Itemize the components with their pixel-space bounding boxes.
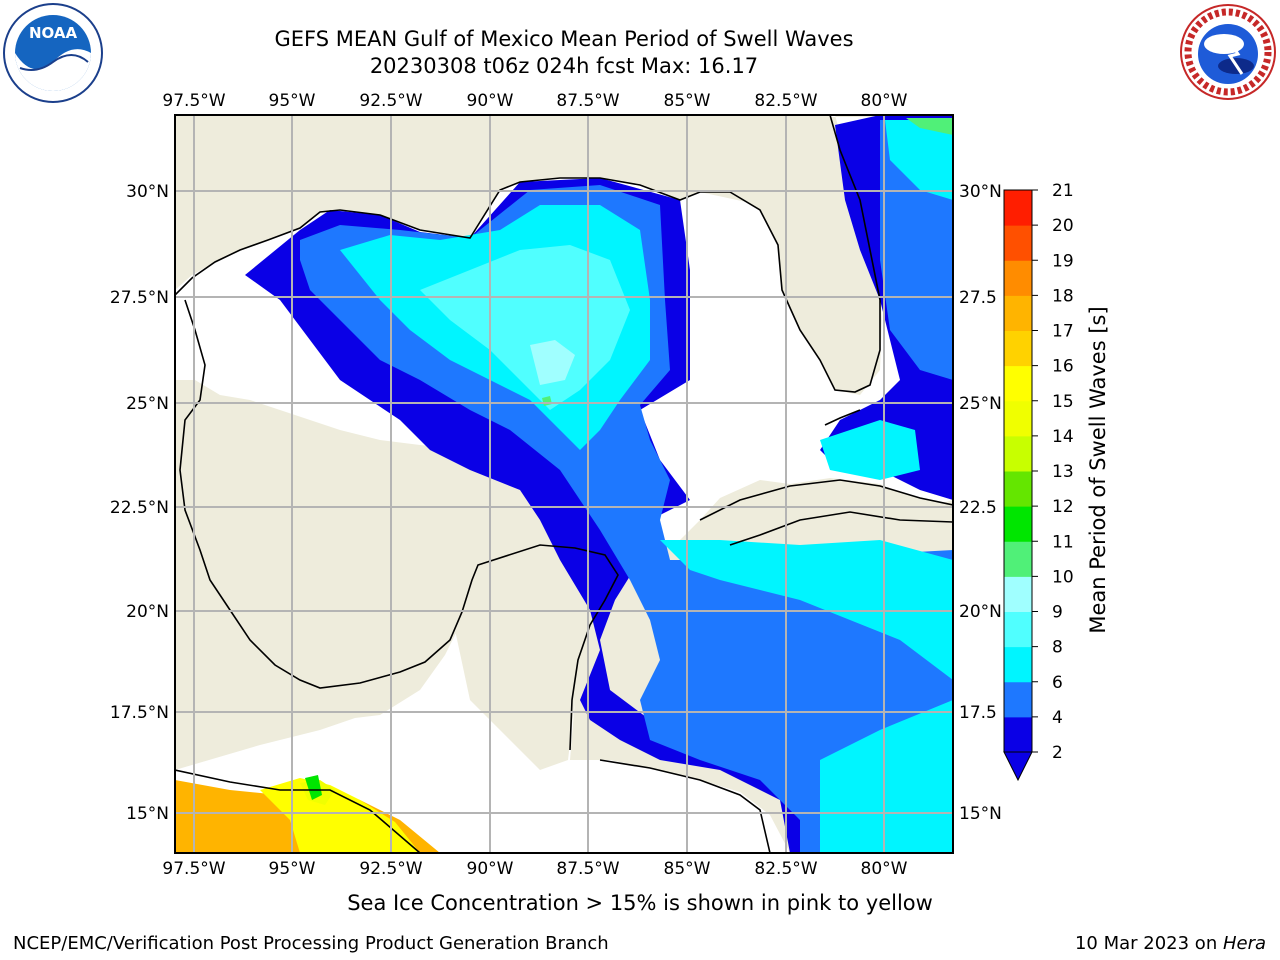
colorbar-segment [1004, 716, 1032, 753]
lat-tick-label: 20°N [126, 602, 169, 622]
map-frame [174, 114, 954, 854]
lon-tick-label: 95°W [269, 859, 316, 879]
colorbar-tick-label: 18 [1052, 286, 1074, 306]
colorbar-tick-label: 2 [1052, 743, 1063, 763]
lat-tick-label: 27.5°N [110, 288, 169, 308]
colorbar-segment [1004, 611, 1032, 648]
sea-ice-note: Sea Ice Concentration > 15% is shown in … [347, 891, 933, 915]
sea-ice-region [175, 775, 440, 853]
nws-logo [1180, 4, 1276, 100]
colorbar-extend-arrow [1003, 751, 1033, 782]
lon-tick-label: 95°W [269, 91, 316, 111]
coastlines [175, 115, 953, 853]
lat-tick-label: 20°N [959, 602, 1002, 622]
lon-tick-label: 80°W [861, 91, 908, 111]
map-subtitle: 20230308 t06z 024h fcst Max: 16.17 [369, 54, 759, 78]
colorbar-tick-label: 17 [1052, 322, 1074, 342]
lon-tick-label: 97.5°W [162, 91, 225, 111]
lat-tick-label: 17.5°N [110, 703, 169, 723]
lon-tick-label: 82.5°W [754, 91, 817, 111]
lon-tick-label: 85°W [664, 91, 711, 111]
colorbar-segment [1004, 365, 1032, 402]
colorbar: 2 4 6 8 9 10 11 12 13 14 15 16 17 18 19 20 21 [1003, 181, 1074, 782]
colorbar-label: Mean Period of Swell Waves [s] [1086, 306, 1110, 633]
footer-host: Hera [1222, 933, 1266, 954]
lat-ticks-right: 30°N 27.5 25°N 22.5 20°N 17.5 15°N [959, 182, 1002, 824]
lat-tick-label: 15°N [959, 804, 1002, 824]
colorbar-tick-label: 10 [1052, 567, 1074, 587]
lat-tick-label: 15°N [126, 804, 169, 824]
colorbar-tick-label: 9 [1052, 603, 1063, 623]
colorbar-segment [1004, 295, 1032, 331]
lon-tick-label: 90°W [467, 91, 514, 111]
colorbar-segment [1004, 506, 1032, 542]
colorbar-segment [1004, 541, 1032, 577]
noaa-logo: NOAA [3, 3, 103, 103]
lon-tick-label: 92.5°W [359, 859, 422, 879]
lon-tick-label: 87.5°W [556, 859, 619, 879]
map-area [175, 115, 953, 853]
colorbar-segment [1004, 190, 1032, 226]
yucatan-peninsula [455, 545, 615, 770]
colorbar-tick-label: 8 [1052, 638, 1063, 658]
map-title: GEFS MEAN Gulf of Mexico Mean Period of … [274, 27, 854, 51]
colorbar-segment [1004, 576, 1032, 612]
lat-tick-label: 17.5 [959, 703, 997, 723]
colorbar-segment [1004, 681, 1032, 718]
lon-tick-label: 80°W [861, 859, 908, 879]
svg-text:NOAA: NOAA [29, 24, 78, 42]
lon-tick-label: 90°W [467, 859, 514, 879]
colorbar-tick-label: 15 [1052, 392, 1074, 412]
colorbar-tick-label: 13 [1052, 462, 1074, 482]
colorbar-segment [1004, 225, 1032, 261]
gridlines [175, 115, 953, 853]
colorbar-tick-label: 20 [1052, 216, 1074, 236]
colorbar-segment [1004, 400, 1032, 437]
lat-ticks-left: 30°N 27.5°N 25°N 22.5°N 20°N 17.5°N 15°N [110, 182, 169, 824]
footer-date: 10 Mar 2023 on Hera [1075, 933, 1266, 954]
colorbar-tick-label: 14 [1052, 427, 1074, 447]
lat-tick-label: 30°N [126, 182, 169, 202]
colorbar-tick-label: 21 [1052, 181, 1074, 201]
lat-tick-label: 27.5 [959, 288, 997, 308]
lon-tick-label: 97.5°W [162, 859, 225, 879]
florida [700, 115, 953, 395]
lon-tick-label: 92.5°W [359, 91, 422, 111]
footer-credit: NCEP/EMC/Verification Post Processing Pr… [13, 933, 609, 954]
colorbar-tick-label: 6 [1052, 673, 1063, 693]
lon-tick-label: 85°W [664, 859, 711, 879]
footer-date-text: 10 Mar 2023 on [1074, 933, 1223, 954]
colorbar-tick-label: 19 [1052, 251, 1074, 271]
colorbar-segment [1004, 471, 1032, 507]
colorbar-tick-label: 4 [1052, 708, 1063, 728]
colorbar-segment [1004, 646, 1032, 683]
colorbar-segment [1004, 330, 1032, 367]
lat-tick-label: 25°N [959, 394, 1002, 414]
lat-tick-label: 30°N [959, 182, 1002, 202]
colorbar-tick-label: 16 [1052, 357, 1074, 377]
colorbar-segment [1004, 260, 1032, 296]
cuba [700, 480, 953, 545]
colorbar-tick-label: 11 [1052, 532, 1074, 552]
colorbar-tick-label: 12 [1052, 497, 1074, 517]
lat-tick-label: 25°N [126, 394, 169, 414]
lon-ticks-top: 97.5°W 95°W 92.5°W 90°W 87.5°W 85°W 82.5… [162, 91, 907, 111]
lon-ticks-bottom: 97.5°W 95°W 92.5°W 90°W 87.5°W 85°W 82.5… [162, 859, 907, 879]
lat-tick-label: 22.5°N [110, 498, 169, 518]
lon-tick-label: 82.5°W [754, 859, 817, 879]
lat-tick-label: 22.5 [959, 498, 997, 518]
colorbar-segment [1004, 435, 1032, 472]
lon-tick-label: 87.5°W [556, 91, 619, 111]
